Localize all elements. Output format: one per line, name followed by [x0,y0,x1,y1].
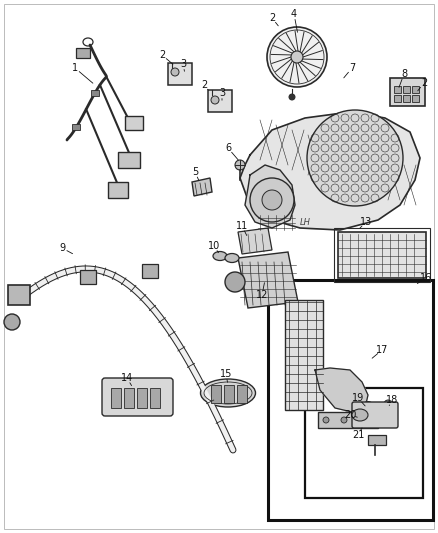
Text: 19: 19 [352,393,364,403]
Polygon shape [245,165,295,228]
Circle shape [235,160,245,170]
Bar [118,152,140,168]
Text: 6: 6 [225,143,231,153]
Bar [394,86,401,93]
Bar [125,116,143,130]
Bar [285,300,323,410]
Bar [394,95,401,102]
Ellipse shape [225,254,239,262]
Bar [80,270,96,284]
Bar [412,95,419,102]
Ellipse shape [201,379,255,407]
Polygon shape [315,368,368,412]
Bar [403,86,410,93]
Text: 15: 15 [220,369,232,379]
FancyBboxPatch shape [352,402,398,428]
Text: 10: 10 [208,241,220,251]
Circle shape [341,417,347,423]
Ellipse shape [352,409,368,421]
Text: 7: 7 [349,63,355,73]
Circle shape [171,68,179,76]
Text: 1: 1 [72,63,78,73]
Circle shape [289,94,295,100]
Text: 16: 16 [420,273,432,283]
Text: 3: 3 [180,59,186,69]
Text: 3: 3 [219,88,225,98]
Text: LH: LH [300,218,311,227]
Text: 5: 5 [192,167,198,177]
Text: 21: 21 [352,430,364,440]
Circle shape [384,400,392,408]
Bar [224,385,234,403]
Bar [72,124,80,131]
Text: 4: 4 [291,9,297,19]
Circle shape [307,110,403,206]
Circle shape [4,314,20,330]
Ellipse shape [364,401,372,407]
Text: 2: 2 [269,13,275,23]
Ellipse shape [213,252,227,261]
Bar [142,264,158,278]
Text: 9: 9 [59,243,65,253]
Text: 2: 2 [159,50,165,60]
Text: 13: 13 [360,217,372,227]
Bar [211,385,221,403]
Polygon shape [238,252,298,308]
Bar [368,435,386,445]
Bar [338,232,426,278]
Text: 17: 17 [376,345,388,355]
Text: 2: 2 [421,78,427,88]
Text: 2: 2 [201,80,207,90]
Text: 20: 20 [344,410,356,420]
Circle shape [225,272,245,292]
Bar [168,63,192,85]
Bar [76,48,90,58]
Bar [268,280,433,520]
Polygon shape [238,228,272,254]
Bar [403,95,410,102]
Bar [390,78,425,106]
Bar [318,412,378,428]
Bar [150,388,160,408]
Circle shape [250,178,294,222]
Circle shape [291,51,303,63]
Text: 14: 14 [121,373,133,383]
Circle shape [211,96,219,104]
Text: 11: 11 [236,221,248,231]
Text: 8: 8 [401,69,407,79]
Text: 18: 18 [386,395,398,405]
Bar [237,385,247,403]
Bar [108,182,128,198]
Text: 12: 12 [256,290,268,300]
Bar [334,228,430,282]
Bar [305,388,423,498]
FancyBboxPatch shape [102,378,173,416]
Bar [111,388,121,408]
Circle shape [262,190,282,210]
Polygon shape [240,112,420,230]
Circle shape [359,417,365,423]
Bar [412,86,419,93]
Circle shape [267,27,327,87]
Bar [208,90,232,112]
Bar [91,90,99,96]
Bar [124,388,134,408]
Bar [137,388,147,408]
Circle shape [323,417,329,423]
Bar [8,285,30,305]
Polygon shape [192,178,212,196]
